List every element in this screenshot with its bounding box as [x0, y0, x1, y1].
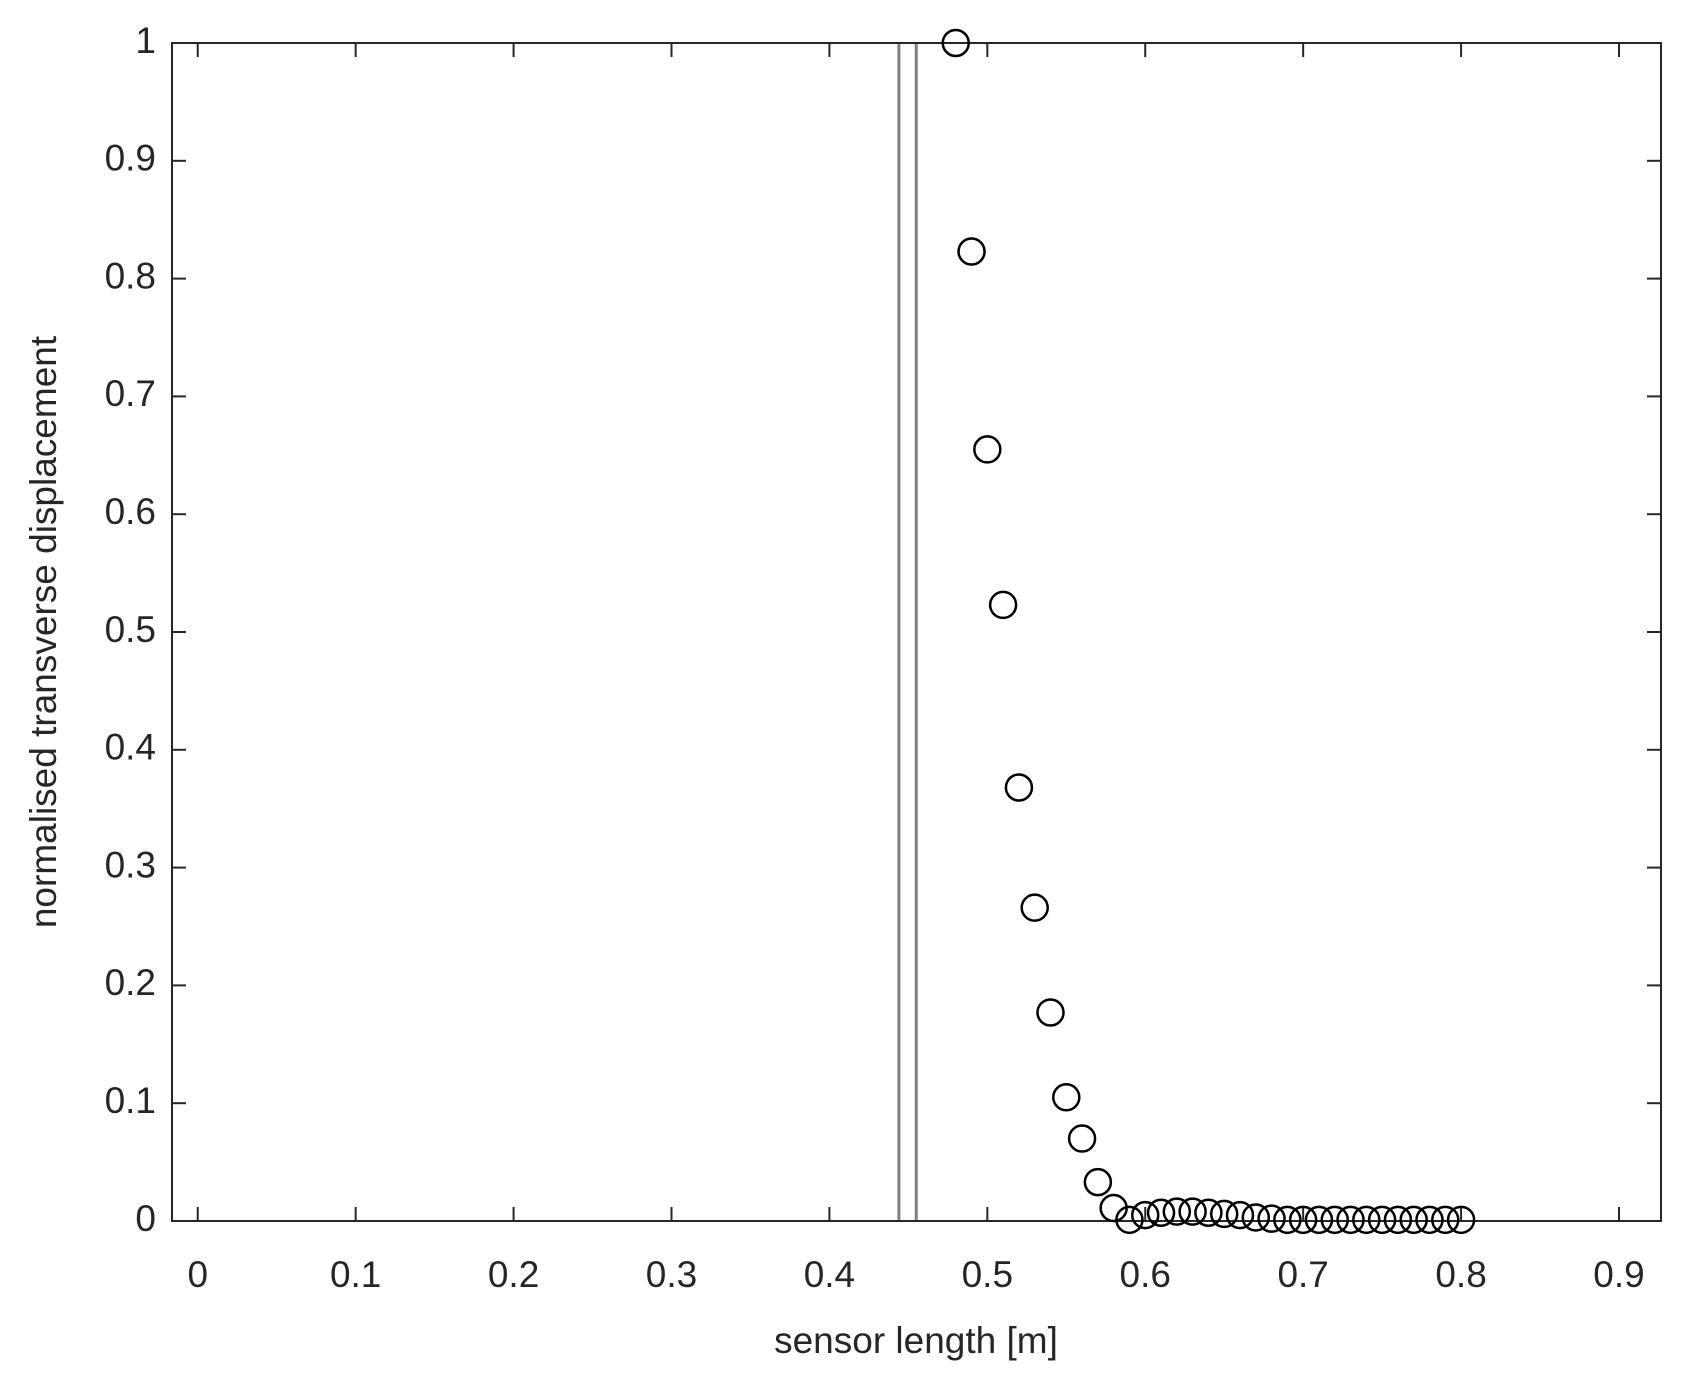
y-tick-label: 0.4 [105, 727, 156, 768]
marker [1241, 1203, 1271, 1232]
plot-frame [171, 42, 1662, 1222]
x-tick-label: 0.8 [1435, 1254, 1486, 1295]
marker [1146, 1198, 1176, 1228]
marker [1383, 1205, 1413, 1235]
marker [1367, 1205, 1397, 1235]
marker [1036, 998, 1065, 1027]
x-tick-label: 0.2 [488, 1254, 539, 1295]
y-tick-label: 0.1 [105, 1080, 156, 1121]
marker [1004, 773, 1034, 802]
marker [1115, 1205, 1144, 1235]
marker [1067, 1124, 1097, 1153]
x-tick-label: 0.3 [646, 1254, 697, 1295]
y-tick-label: 0.8 [105, 255, 156, 296]
marker [1178, 1197, 1207, 1226]
marker [1415, 1205, 1444, 1235]
y-tick-label: 0 [135, 1198, 156, 1239]
marker [1052, 1083, 1081, 1112]
x-tick-label: 0.5 [962, 1254, 1013, 1295]
marker [1288, 1205, 1318, 1235]
marker [973, 435, 1002, 464]
marker [1209, 1199, 1239, 1229]
x-tick-label: 0.9 [1593, 1254, 1644, 1295]
marker [1304, 1205, 1334, 1235]
marker [1020, 893, 1049, 922]
marker [1399, 1205, 1428, 1235]
marker [1352, 1205, 1381, 1235]
x-tick-label: 0.6 [1120, 1254, 1171, 1295]
x-tick-label: 0.7 [1277, 1254, 1328, 1295]
y-tick-label: 0.7 [105, 373, 156, 414]
marker [1194, 1198, 1223, 1228]
x-tick-label: 0.4 [804, 1254, 855, 1295]
y-tick-label: 0.6 [105, 491, 156, 532]
y-axis-label: normalised transverse displacement [23, 335, 64, 928]
marker [1336, 1205, 1365, 1235]
marker [1320, 1205, 1349, 1235]
marker [941, 28, 970, 58]
y-tick-label: 0.2 [105, 962, 156, 1003]
marker [1257, 1204, 1286, 1233]
marker [1273, 1205, 1302, 1235]
y-tick-label: 1 [135, 20, 156, 61]
marker [1083, 1167, 1113, 1197]
marker [1130, 1200, 1160, 1230]
marker [988, 590, 1018, 620]
marker [1446, 1205, 1476, 1235]
y-tick-label: 0.9 [105, 138, 156, 179]
x-tick-label: 0 [187, 1254, 208, 1295]
y-tick-label: 0.3 [105, 844, 156, 885]
marker [1162, 1197, 1192, 1226]
marker [1431, 1205, 1460, 1235]
y-tick-label: 0.5 [105, 609, 156, 650]
marker [957, 237, 986, 266]
x-axis-label: sensor length [m] [774, 1320, 1058, 1361]
x-tick-label: 0.1 [330, 1254, 381, 1295]
marker [1225, 1200, 1255, 1230]
